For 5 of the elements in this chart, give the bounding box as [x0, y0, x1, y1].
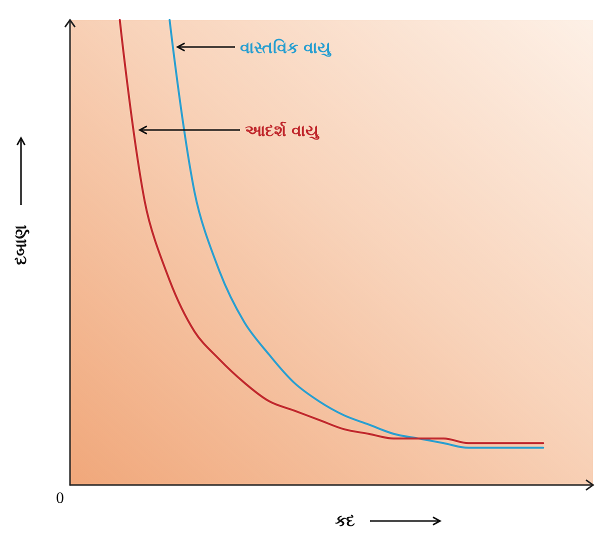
text: 0 [56, 490, 64, 507]
x-axis-title: કદ [335, 511, 355, 530]
text: આદર્શ વાયુ [245, 121, 320, 141]
y-axis-title: દબાણ [11, 225, 30, 265]
text: વાસ્તવિક વાયુ [240, 38, 332, 58]
